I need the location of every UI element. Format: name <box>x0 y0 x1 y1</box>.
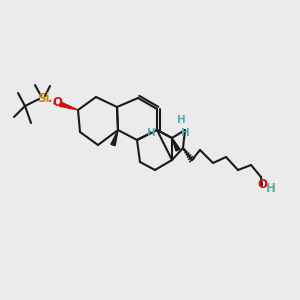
Polygon shape <box>111 130 118 146</box>
Text: H: H <box>181 128 189 138</box>
Text: H: H <box>266 182 276 194</box>
Text: O: O <box>257 178 267 191</box>
Polygon shape <box>59 102 78 110</box>
Text: O: O <box>52 97 62 110</box>
Text: H: H <box>147 128 155 138</box>
Text: Si: Si <box>37 92 49 106</box>
Text: H: H <box>177 115 185 125</box>
Polygon shape <box>172 138 180 151</box>
